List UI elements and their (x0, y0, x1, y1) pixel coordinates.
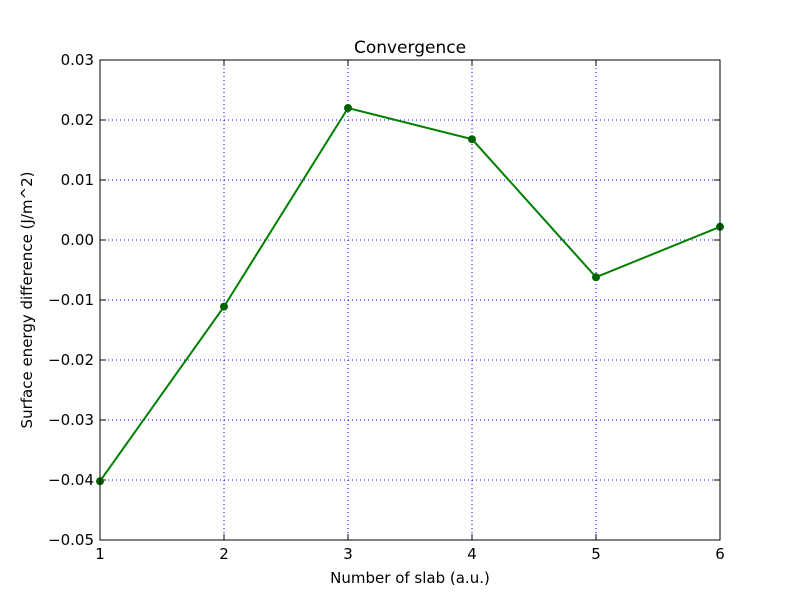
x-tick-label: 4 (467, 545, 477, 563)
x-tick-label: 2 (219, 545, 229, 563)
y-tick-label: −0.03 (48, 411, 94, 429)
x-tick-label: 5 (591, 545, 601, 563)
series-line (99, 106, 721, 482)
y-tick-label: −0.05 (48, 531, 94, 549)
x-tick-label: 6 (715, 545, 725, 563)
y-tick-label: −0.01 (48, 291, 94, 309)
plot-frame (99, 59, 721, 541)
data-point (468, 135, 476, 144)
x-tick-label: 1 (95, 545, 105, 563)
y-tick-label: 0.01 (61, 171, 94, 189)
series-group (96, 104, 724, 486)
y-axis-label: Surface energy difference (J/m^2) (18, 172, 36, 429)
data-point (592, 273, 600, 282)
y-tick-label: 0.00 (61, 231, 94, 249)
y-tick-label: 0.02 (61, 111, 94, 129)
y-tick-label: 0.03 (61, 51, 94, 69)
y-tick-label: −0.04 (48, 471, 94, 489)
data-point (220, 302, 228, 311)
y-tick-label: −0.02 (48, 351, 94, 369)
chart-title: Convergence (354, 38, 466, 58)
x-tick-label: 3 (343, 545, 353, 563)
grid-lines (99, 59, 721, 541)
x-axis-label: Number of slab (a.u.) (330, 569, 490, 587)
data-point (344, 104, 352, 112)
tick-labels: 1 2 3 4 5 6 −0.05 −0.04 −0.03 −0.02 −0.01 0.00 0.01 0… (48, 51, 725, 563)
